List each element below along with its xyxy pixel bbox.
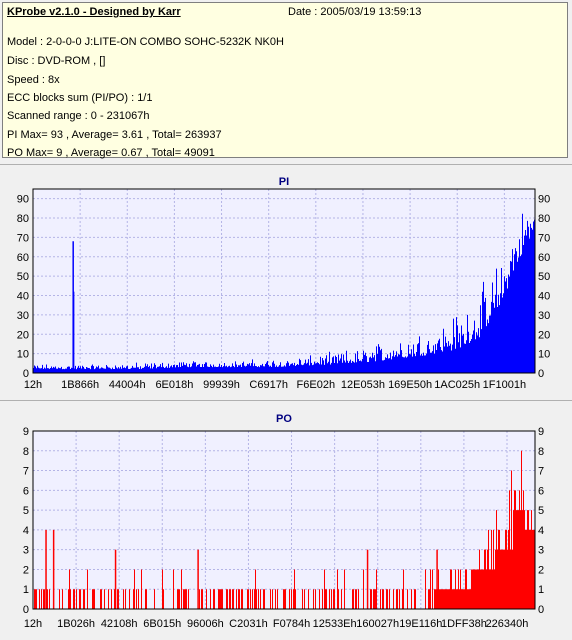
- pi-ytick-left: 0: [23, 368, 29, 380]
- pi-xtick: 1F1001h: [483, 379, 526, 391]
- pi-xtick: 1AC025h: [434, 379, 480, 391]
- po-ytick-right: 1: [538, 584, 544, 596]
- pi-ytick-right: 50: [538, 271, 550, 283]
- pi-ytick-left: 70: [17, 232, 29, 244]
- pi-ytick-left: 10: [17, 349, 29, 361]
- po-ytick-right: 8: [538, 446, 544, 458]
- pi-ytick-right: 0: [538, 368, 544, 380]
- pi-chart-panel: PI 0 0 10 10 20 20 30 30 40 40 50 50 60 60 70 70 80 80 90 90…: [0, 164, 572, 395]
- po-ytick-left: 9: [23, 426, 29, 438]
- po-xtick: 160027h: [356, 618, 399, 630]
- pi-ytick-left: 50: [17, 271, 29, 283]
- pi-ytick-left: 80: [17, 213, 29, 225]
- po-ytick-left: 2: [23, 564, 29, 576]
- pi-xtick: F6E02h: [297, 379, 336, 391]
- po-ytick-right: 7: [538, 466, 544, 478]
- scan-date: Date : 2005/03/19 13:59:13: [288, 6, 422, 18]
- pi-xtick: 44004h: [109, 379, 146, 391]
- pi-series: [33, 213, 535, 373]
- po-xtick: 226340h: [486, 618, 529, 630]
- pi-ytick-left: 60: [17, 252, 29, 264]
- po-xtick: 6B015h: [143, 618, 181, 630]
- pi-xtick: 169E50h: [388, 379, 432, 391]
- po-plot-frame: [32, 430, 536, 610]
- pi-xtick: 12E053h: [341, 379, 385, 391]
- pi-xtick: 12h: [24, 379, 42, 391]
- po-chart: PO 0 0 1 1 2 2 3 3 4 4 5 5 6 6 7 7 8 8 9 9 12h 1B026h 42108h 6B0…: [23, 413, 544, 630]
- po-ytick-right: 0: [538, 604, 544, 616]
- pi-ytick-left: 90: [17, 194, 29, 206]
- po-ytick-left: 7: [23, 466, 29, 478]
- pi-xtick: C6917h: [249, 379, 288, 391]
- pi-chart-title: PI: [279, 176, 289, 188]
- pi-chart: PI 0 0 10 10 20 20 30 30 40 40 50 50 60 60 70 70 80 80 90 90…: [17, 176, 551, 391]
- pi-ytick-left: 40: [17, 291, 29, 303]
- po-ytick-right: 9: [538, 426, 544, 438]
- pi-ytick-right: 30: [538, 310, 550, 322]
- po-plot-area: [33, 431, 535, 609]
- app-title: KProbe v2.1.0 - Designed by Karr: [7, 6, 181, 18]
- pi-plot-area: [33, 189, 535, 373]
- pi-xtick: 1B866h: [61, 379, 99, 391]
- pi-ytick-right: 90: [538, 194, 550, 206]
- po-ytick-left: 3: [23, 545, 29, 557]
- info-panel: KProbe v2.1.0 - Designed by Karr Date : …: [2, 2, 568, 159]
- po-ytick-right: 6: [538, 485, 544, 497]
- po-xtick: 96006h: [187, 618, 224, 630]
- pi-plot-frame: [32, 188, 536, 374]
- po-xtick: C2031h: [229, 618, 268, 630]
- po-summary-line: PO Max= 9 , Average= 0.67 , Total= 49091: [7, 147, 215, 159]
- ecc-line: ECC blocks sum (PI/PO) : 1/1: [7, 92, 153, 104]
- po-ytick-left: 5: [23, 505, 29, 517]
- po-xtick: 19E116h: [399, 618, 442, 630]
- po-ytick-right: 4: [538, 525, 544, 537]
- pi-xtick: 6E018h: [155, 379, 193, 391]
- pi-ytick-right: 40: [538, 291, 550, 303]
- po-chart-title: PO: [276, 413, 292, 425]
- po-ytick-left: 0: [23, 604, 29, 616]
- po-xtick: 42108h: [101, 618, 138, 630]
- pi-summary-line: PI Max= 93 , Average= 3.61 , Total= 2639…: [7, 129, 222, 141]
- po-xtick: 12533Eh: [313, 618, 357, 630]
- po-ytick-right: 5: [538, 505, 544, 517]
- disc-line: Disc : DVD-ROM , []: [7, 55, 106, 67]
- po-ytick-left: 6: [23, 485, 29, 497]
- model-line: Model : 2-0-0-0 J:LITE-ON COMBO SOHC-523…: [7, 36, 284, 48]
- pi-ytick-right: 10: [538, 349, 550, 361]
- po-xtick: 1B026h: [57, 618, 95, 630]
- po-ytick-left: 8: [23, 446, 29, 458]
- pi-ytick-right: 80: [538, 213, 550, 225]
- po-ytick-right: 3: [538, 545, 544, 557]
- po-ytick-left: 4: [23, 525, 29, 537]
- po-series: [34, 450, 535, 609]
- po-chart-panel: PO 0 0 1 1 2 2 3 3 4 4 5 5 6 6 7 7 8 8 9 9 12h 1B026h 42108h 6B0…: [0, 400, 572, 637]
- speed-line: Speed : 8x: [7, 74, 60, 86]
- po-ytick-right: 2: [538, 564, 544, 576]
- po-xtick: 1DFF38h: [441, 618, 487, 630]
- pi-xtick: 99939h: [203, 379, 240, 391]
- pi-ytick-left: 20: [17, 329, 29, 341]
- range-line: Scanned range : 0 - 231067h: [7, 110, 150, 122]
- pi-ytick-right: 60: [538, 252, 550, 264]
- pi-ytick-right: 20: [538, 329, 550, 341]
- pi-ytick-left: 30: [17, 310, 29, 322]
- po-xtick: F0784h: [273, 618, 310, 630]
- po-ytick-left: 1: [23, 584, 29, 596]
- po-xtick: 12h: [24, 618, 42, 630]
- pi-ytick-right: 70: [538, 232, 550, 244]
